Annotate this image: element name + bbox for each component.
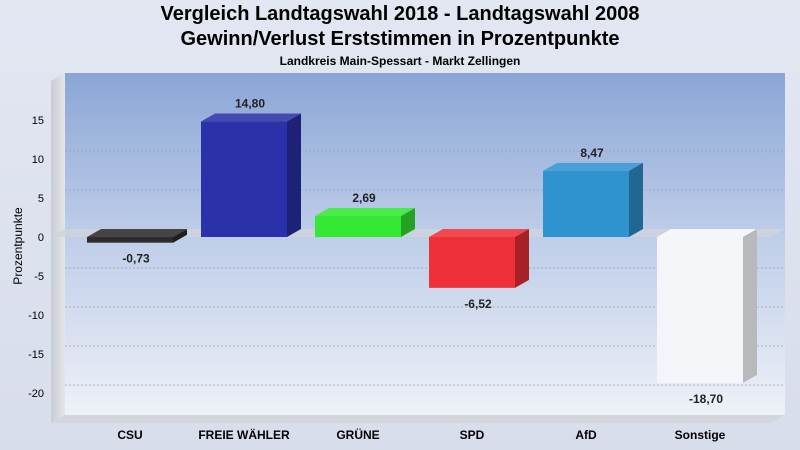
data-label: -6,52 — [464, 297, 492, 311]
y-tick-label: -5 — [34, 271, 44, 283]
data-label: -18,70 — [689, 392, 723, 406]
bar-side-face — [287, 113, 301, 237]
x-tick-label: SPD — [460, 428, 485, 442]
chart-caption: Landkreis Main-Spessart - Markt Zellinge… — [279, 54, 521, 68]
data-label: 8,47 — [580, 146, 604, 160]
bar-side-face — [173, 229, 187, 243]
bar-top-face — [429, 229, 529, 237]
bar-side-face — [401, 208, 415, 237]
bar-front-face — [657, 237, 743, 383]
bar-spd — [429, 229, 529, 288]
bar-top-face — [87, 229, 187, 237]
y-axis-label: Prozentpunkte — [11, 207, 25, 285]
bar-top-face — [315, 208, 415, 217]
y-tick-label: 10 — [32, 154, 44, 166]
bar-csu — [87, 229, 187, 243]
y-tick-label: -15 — [28, 349, 44, 361]
x-tick-label: FREIE WÄHLER — [198, 427, 290, 442]
bar-side-face — [515, 229, 529, 288]
y-tick-label: 0 — [38, 232, 44, 244]
bar-side-face — [743, 229, 757, 383]
chart-subtitle: Gewinn/Verlust Erststimmen in Prozentpun… — [180, 28, 620, 50]
plot-floor — [51, 415, 785, 423]
data-label: 2,69 — [352, 191, 376, 205]
bar-top-face — [657, 229, 757, 237]
chart-title: Vergleich Landtagswahl 2018 - Landtagswa… — [160, 3, 640, 25]
x-tick-label: AfD — [575, 428, 597, 442]
data-label: 14,80 — [235, 97, 265, 111]
x-tick-label: CSU — [117, 428, 142, 442]
y-tick-label: -10 — [28, 310, 44, 322]
x-tick-label: Sonstige — [675, 428, 726, 442]
bar-front-face — [201, 121, 287, 237]
bar-front-face — [315, 216, 401, 237]
y-tick-label: 5 — [38, 193, 44, 205]
bar-sonstige — [657, 229, 757, 383]
bar-front-face — [543, 170, 629, 237]
bar-front-face — [429, 237, 515, 288]
bar-top-face — [543, 162, 643, 171]
data-label: -0,73 — [122, 252, 150, 266]
bar-grüne — [315, 208, 415, 237]
bar-freie-wähler — [201, 113, 301, 237]
bar-front-face — [87, 237, 173, 243]
x-tick-label: GRÜNE — [336, 427, 379, 442]
bar-afd — [543, 162, 643, 237]
bar-top-face — [201, 113, 301, 122]
y-tick-label: 15 — [32, 115, 44, 127]
bar-side-face — [629, 162, 643, 237]
plot-side-wall — [51, 73, 65, 423]
y-tick-label: -20 — [28, 388, 44, 400]
